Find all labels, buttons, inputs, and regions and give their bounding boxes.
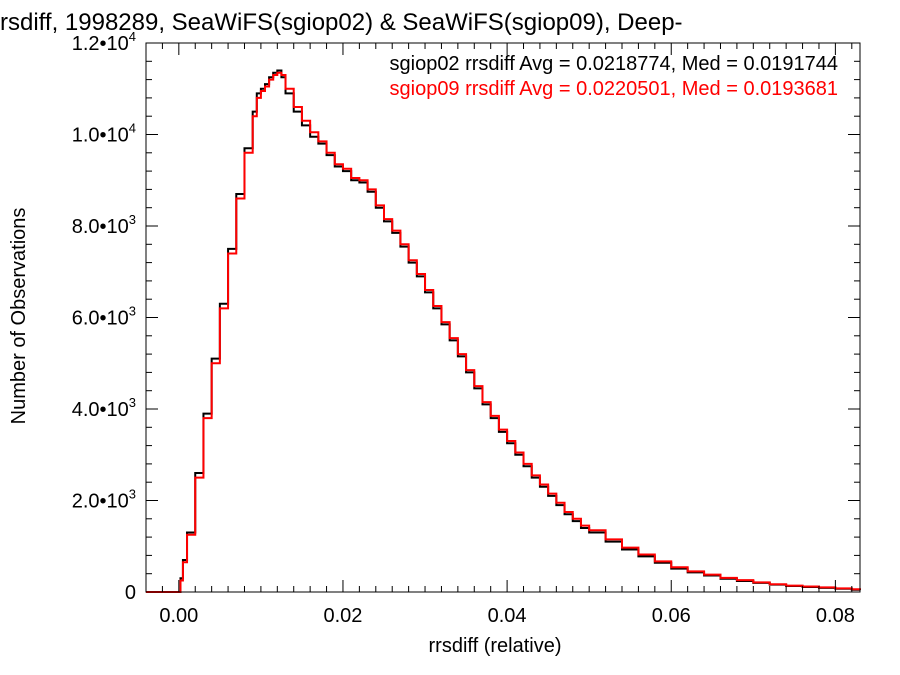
x-tick-label: 0.04 xyxy=(488,605,527,627)
x-tick-label: 0.00 xyxy=(159,605,198,627)
y-tick-label: 1.0•104 xyxy=(72,121,136,147)
y-tick-label: 4.0•103 xyxy=(72,395,136,421)
y-tick-label: 0 xyxy=(125,582,136,604)
legend: sgiop02 rrsdiff Avg = 0.0218774, Med = 0… xyxy=(390,53,839,100)
y-tick-mantissa: 8.0•10 xyxy=(72,216,129,238)
x-tick-label: 0.02 xyxy=(323,605,362,627)
y-tick-label: 2.0•103 xyxy=(72,487,136,513)
plot-area xyxy=(146,69,861,593)
y-tick-exponent: 4 xyxy=(129,121,136,136)
axes: 0.00 0.02 0.04 0.06 0.0802.0•1034.0•1036.0•1… xyxy=(72,29,861,627)
y-tick-mantissa: 1.2•10 xyxy=(72,33,129,55)
y-tick-mantissa: 0 xyxy=(125,582,136,604)
legend-entry-1: sgiop02 rrsdiff Avg = 0.0218774, Med = 0… xyxy=(390,53,839,75)
y-tick-label: 6.0•103 xyxy=(72,304,136,330)
series-line-2 xyxy=(146,71,861,593)
x-axis-label: rrsdiff (relative) xyxy=(429,635,562,657)
y-tick-mantissa: 4.0•10 xyxy=(72,399,129,421)
y-tick-exponent: 3 xyxy=(129,395,136,410)
legend-entry-2: sgiop09 rrsdiff Avg = 0.0220501, Med = 0… xyxy=(390,78,839,100)
y-tick-mantissa: 6.0•10 xyxy=(72,308,129,330)
x-tick-label: 0.06 xyxy=(652,605,691,627)
y-tick-mantissa: 1.0•10 xyxy=(72,125,129,147)
y-tick-exponent: 4 xyxy=(129,29,136,44)
y-tick-mantissa: 2.0•10 xyxy=(72,491,129,513)
chart-title: rrsdiff, 1998289, SeaWiFS(sgiop02) & Sea… xyxy=(0,9,683,36)
y-tick-label: 1.2•104 xyxy=(72,29,136,55)
y-tick-exponent: 3 xyxy=(129,487,136,502)
x-tick-label: 0.08 xyxy=(816,605,855,627)
y-tick-label: 8.0•103 xyxy=(72,212,136,238)
y-axis-label: Number of Observations xyxy=(8,208,30,425)
y-tick-exponent: 3 xyxy=(129,304,136,319)
y-tick-exponent: 3 xyxy=(129,212,136,227)
